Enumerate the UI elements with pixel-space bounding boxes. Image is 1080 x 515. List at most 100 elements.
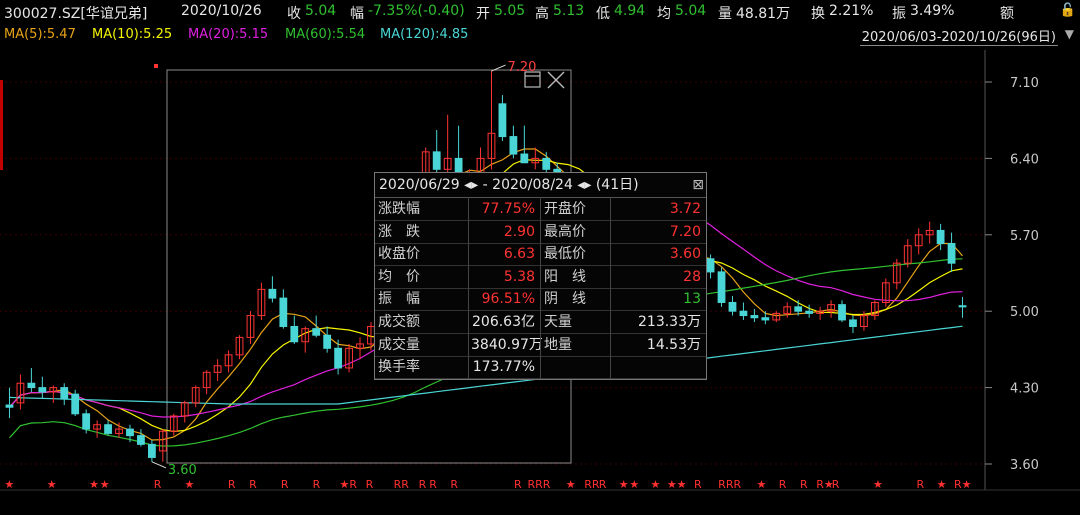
candle-down (739, 310, 748, 317)
date-range-selector[interactable]: 2020/06/03-2020/10/26(96日) (859, 26, 1058, 46)
top-marker (154, 64, 158, 68)
signal-marker: R (450, 478, 458, 491)
stat-label: 地量 (544, 336, 572, 353)
stat-value: 213.33万 (638, 314, 701, 330)
lock-icon[interactable]: 🔓 (1059, 3, 1076, 18)
signal-marker: R (429, 478, 437, 491)
signal-marker: R (694, 478, 702, 491)
candle-down (126, 428, 134, 437)
candle-up (202, 371, 211, 389)
stat-label: 振 幅 (378, 291, 420, 308)
candle-down (947, 243, 956, 264)
candle-up (115, 428, 123, 434)
stat-value: 173.77% (472, 359, 535, 376)
candle-down (82, 413, 91, 430)
signal-marker: ★ (873, 478, 883, 491)
stat-label: 成交量 (378, 336, 420, 353)
ma5-legend[interactable]: MA(5):5.47 (4, 27, 76, 42)
candle-down (761, 317, 770, 321)
ma20-legend[interactable]: MA(20):5.15 (188, 27, 269, 42)
volume-label: 量 (718, 6, 732, 22)
signal-marker: R (249, 478, 257, 491)
close-icon[interactable]: ⊠ (692, 177, 704, 193)
candle-down (323, 334, 332, 349)
candle-down (432, 151, 441, 170)
stat-label: 开盘价 (544, 201, 586, 217)
candle-up (257, 288, 266, 317)
stat-value: 6.63 (503, 246, 535, 263)
signal-marker: ★ (651, 478, 661, 491)
avg-label: 均 (657, 6, 671, 22)
min-price-label: 3.60 (168, 463, 197, 478)
candle-down (958, 305, 967, 308)
candle-down (279, 297, 288, 327)
stock-code[interactable]: 300027.SZ[华谊兄弟] (4, 6, 148, 22)
signal-markers: ★ ★ ★ ★ R ★ R R R R ★R R RR R R R R RRR ★ RR R ★ ★ ★ ★★ R RRR ★ R R R★… (4, 478, 971, 491)
arrows-icon[interactable]: ◂▸ (464, 177, 479, 193)
volume-value: 48.81万 (736, 6, 791, 22)
ma120-line (9, 325, 963, 405)
signal-marker: ★ (89, 478, 99, 491)
signal-marker: R★ (954, 478, 972, 491)
amount-label: 额 (1000, 6, 1014, 22)
candle-down (498, 103, 507, 138)
candle-down (728, 301, 737, 312)
candle-up (443, 157, 452, 170)
tooltip-start-date[interactable]: 2020/06/29 (379, 177, 460, 193)
low-label: 低 (596, 6, 610, 22)
candle-up (772, 312, 781, 321)
signal-marker: RRR (527, 478, 550, 491)
signal-marker: R (313, 478, 321, 491)
stat-value: 77.75% (481, 201, 535, 217)
y-tick-label: 5.70 (1010, 229, 1039, 244)
col-divider (610, 197, 611, 379)
candle-down (312, 328, 321, 336)
arrows-icon[interactable]: ◂▸ (577, 177, 592, 193)
candle-down (717, 271, 726, 303)
tooltip-row: 成交额 206.63亿 天量 213.33万 (375, 311, 706, 334)
dropdown-arrow-icon[interactable]: ▼ (1064, 27, 1074, 41)
turnover-value: 2.21% (829, 3, 874, 19)
stat-value: 3.60 (669, 246, 701, 263)
stat-label: 阳 线 (544, 268, 586, 285)
candle-up (158, 430, 167, 452)
signal-marker: ★R (340, 478, 358, 491)
stat-value (613, 356, 701, 378)
ma60-legend[interactable]: MA(60):5.54 (285, 27, 366, 42)
signal-marker: ★ (4, 478, 14, 491)
stat-label: 天量 (544, 314, 572, 330)
amplitude-value: 3.49% (910, 3, 955, 19)
stat-value: 2.90 (503, 223, 535, 240)
signal-marker: ★ (566, 478, 576, 491)
y-tick-label: 7.10 (1010, 76, 1039, 91)
candle-up (487, 132, 496, 159)
candle-up (93, 424, 102, 430)
signal-marker: R (832, 478, 840, 491)
candle-up (49, 387, 58, 393)
candle-up (827, 304, 835, 312)
stat-label: 涨 跌 (378, 223, 420, 240)
signal-marker: R★ (816, 478, 834, 491)
stat-label (544, 356, 606, 378)
stat-value: 96.51% (481, 291, 535, 308)
tooltip-end-date[interactable]: 2020/08/24 (492, 177, 573, 193)
stat-value: 206.63亿 (472, 314, 535, 330)
signal-marker: ★★ (667, 478, 687, 491)
signal-marker: R (917, 478, 925, 491)
candle-up (892, 262, 901, 284)
max-price-label: 7.20 (507, 60, 536, 75)
candle-up (816, 310, 825, 314)
ma10-legend[interactable]: MA(10):5.25 (92, 27, 173, 42)
low-value: 4.94 (614, 3, 646, 19)
ma120-legend[interactable]: MA(120):4.85 (380, 27, 469, 42)
candle-up (925, 229, 934, 236)
stat-label: 阴 线 (544, 291, 586, 308)
signal-marker: R (281, 478, 289, 491)
stat-label: 成交额 (378, 314, 420, 330)
stat-value: 5.38 (503, 268, 535, 285)
candle-down (849, 319, 857, 327)
signal-marker: R (779, 478, 787, 491)
candle-down (542, 157, 551, 170)
candle-up (16, 382, 25, 404)
stat-value: 13 (683, 291, 701, 308)
